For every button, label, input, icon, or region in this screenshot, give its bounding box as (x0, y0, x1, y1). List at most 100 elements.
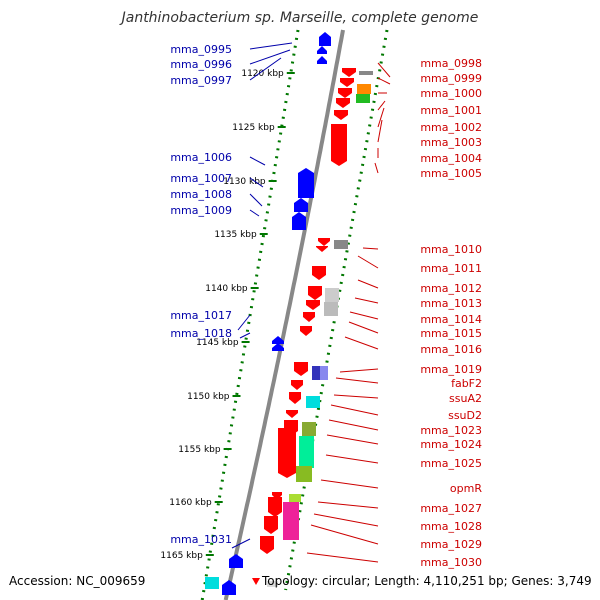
reverse-gene (340, 78, 354, 87)
forward-gene (319, 32, 331, 46)
gene-label: mma_1027 (420, 502, 482, 515)
left-dotted-track (200, 29, 300, 600)
leader-line (377, 107, 385, 128)
gene-label: mma_0996 (170, 58, 232, 71)
reverse-gene (289, 392, 301, 404)
leader-line (317, 501, 379, 509)
map-title: Janthinobacterium sp. Marseille, complet… (121, 10, 479, 26)
reverse-gene (268, 497, 282, 517)
gene-label: mma_1011 (420, 262, 482, 275)
scale-tick-label: 1155 kbp (178, 445, 221, 455)
leader-line (325, 454, 379, 464)
scale-tick-label: 1135 kbp (214, 230, 257, 240)
reverse-gene (312, 266, 326, 280)
reverse-gene (338, 88, 352, 98)
colored-block (302, 422, 316, 436)
colored-block (267, 581, 278, 587)
leader-line (231, 538, 251, 549)
leader-line (310, 524, 379, 545)
gene-label: mma_0999 (420, 72, 482, 85)
leader-line (249, 49, 291, 65)
reverse-gene (334, 110, 348, 120)
leader-line (377, 62, 391, 78)
gene-label: mma_0998 (420, 57, 482, 70)
gene-features (205, 32, 373, 595)
colored-block (334, 240, 348, 249)
leader-line (335, 377, 379, 384)
accession-text: Accession: NC_009659 (9, 574, 146, 588)
gene-labels: mma_0995 mma_0996 mma_0997 mma_1006 mma_1007… (170, 42, 482, 569)
scale-tick-label: 1130 kbp (223, 177, 266, 187)
reverse-gene (303, 312, 315, 322)
scale-tick-label: 1150 kbp (187, 392, 230, 402)
reverse-gene (306, 300, 320, 310)
reverse-gene (294, 362, 308, 376)
leader-line (339, 368, 379, 373)
leader-line (320, 479, 379, 489)
leader-line (313, 513, 379, 527)
leader-line (354, 297, 379, 304)
gene-label: mma_1031 (170, 533, 232, 546)
forward-gene (229, 554, 243, 568)
reverse-gene (252, 578, 260, 585)
gene-label: mma_1012 (420, 282, 482, 295)
gene-label: mma_1014 (420, 313, 482, 326)
reverse-gene (308, 286, 322, 300)
leader-line (249, 193, 263, 207)
scale-tick-label: 1165 kbp (160, 551, 203, 561)
leader-line (374, 162, 379, 174)
gene-label: mma_0995 (170, 43, 232, 56)
reverse-gene (272, 492, 282, 500)
gene-label: mma_1000 (420, 87, 482, 100)
leader-line (344, 336, 379, 350)
colored-block (325, 288, 339, 302)
colored-block (312, 366, 320, 380)
gene-label: mma_1024 (420, 438, 482, 451)
gene-label: mma_1002 (420, 121, 482, 134)
reverse-gene (316, 246, 328, 252)
leader-line (333, 394, 379, 399)
gene-label: mma_1025 (420, 457, 482, 470)
gene-label: mma_1001 (420, 104, 482, 117)
scale-tick-label: 1120 kbp (241, 69, 284, 79)
leader-line (357, 255, 379, 269)
leader-line (362, 247, 379, 250)
leader-line (330, 404, 379, 416)
colored-block (320, 366, 328, 380)
leader-line (237, 314, 251, 331)
forward-gene (272, 336, 284, 344)
colored-block (299, 436, 314, 468)
leader-line (348, 321, 379, 334)
gene-label: mma_1003 (420, 136, 482, 149)
gene-label: opmR (450, 482, 482, 495)
scale-tick-label: 1145 kbp (196, 338, 239, 348)
reverse-gene (278, 428, 296, 478)
colored-block (357, 84, 371, 94)
colored-block (324, 302, 338, 316)
reverse-gene (318, 238, 330, 246)
leader-line (249, 57, 282, 81)
reverse-gene (260, 536, 274, 554)
leader-line (249, 156, 266, 166)
gene-label: mma_1016 (420, 343, 482, 356)
reverse-gene (342, 68, 356, 77)
leader-line (249, 177, 264, 188)
topology-text: Topology: circular; Length: 4,110,251 bp… (262, 574, 592, 588)
forward-gene-colored (205, 577, 219, 589)
forward-gene (317, 56, 327, 64)
gene-label: mma_1023 (420, 424, 482, 437)
gene-label: ssuD2 (448, 409, 482, 422)
gene-label: mma_1005 (420, 167, 482, 180)
gene-label: mma_1028 (420, 520, 482, 533)
leader-line (249, 42, 293, 50)
gene-label: mma_1009 (170, 204, 232, 217)
gene-label: mma_1006 (170, 151, 232, 164)
forward-gene (317, 46, 327, 54)
reverse-gene (264, 516, 278, 534)
forward-gene (298, 168, 314, 198)
genome-backbone (223, 29, 345, 600)
colored-block (359, 71, 373, 75)
leader-line (357, 279, 379, 289)
leader-line (249, 209, 260, 217)
scale-ticks: 1120 kbp 1125 kbp 1130 kbp 1135 kbp 1140 kbp… (160, 69, 295, 561)
